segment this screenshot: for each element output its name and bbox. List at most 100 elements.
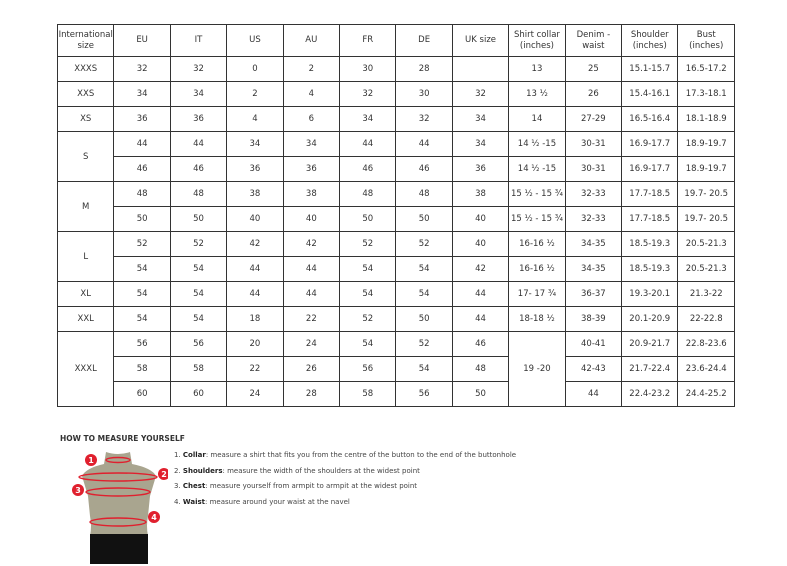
table-cell: 32-33	[564, 206, 623, 232]
table-cell: 13 ½	[508, 81, 566, 107]
table-cell: 20.5-21.3	[677, 231, 735, 257]
table-row: XXXS 32 32 0 2 30 28 13 25 15.1-15.7 16.5-17.2	[56, 56, 735, 82]
step-text: : measure the width of the shoulders at …	[222, 466, 420, 475]
table-cell: 40	[451, 231, 510, 257]
table-cell: 48	[395, 181, 453, 207]
table-cell: 54	[113, 281, 171, 307]
table-cell: 34	[451, 106, 510, 132]
header-row: International size EU IT US AU FR DE UK size Shi…	[56, 24, 735, 57]
table-cell: 4	[226, 106, 284, 132]
table-cell: 48	[451, 356, 510, 382]
table-cell: 4	[282, 81, 341, 107]
table-cell: 19.7- 20.5	[677, 181, 735, 207]
table-cell: 40	[226, 206, 284, 232]
table-cell: 52	[339, 231, 397, 257]
table-cell: 14 ½ -15	[508, 156, 566, 182]
table-cell: 26	[282, 356, 341, 382]
table-cell: 46	[113, 156, 171, 182]
table-row: M 48 48 38 38 48 48 38 15 ½ - 15 ¾ 32-33 17.7-18.5…	[56, 181, 735, 232]
table-cell: 21.3-22	[677, 281, 735, 307]
table-cell: 54	[395, 356, 453, 382]
table-cell: 22	[282, 306, 341, 332]
table-cell: 24.4-25.2	[677, 381, 735, 407]
table-cell: 44	[226, 256, 284, 282]
column-header: UK size	[451, 24, 510, 57]
table-cell: 44	[169, 131, 228, 157]
table-cell: 42	[451, 256, 510, 282]
table-cell: 32	[451, 81, 510, 107]
table-cell: 14 ½ -15	[508, 131, 566, 157]
table-cell	[451, 56, 510, 82]
step-num: 2.	[174, 466, 181, 475]
table-cell: 36-37	[564, 281, 623, 307]
column-header: US	[226, 24, 284, 57]
table-cell: 44	[451, 281, 510, 307]
table-cell: 52	[395, 231, 453, 257]
table-cell: 19.3-20.1	[621, 281, 679, 307]
table-cell: 38	[226, 181, 284, 207]
table-cell: 20.5-21.3	[677, 256, 735, 282]
table-cell: 15 ½ - 15 ¾	[508, 181, 566, 207]
table-cell: 30-31	[564, 131, 623, 157]
table-cell: 36	[169, 106, 228, 132]
table-cell: 44	[451, 306, 510, 332]
table-cell: 40-41	[564, 331, 623, 357]
table-cell: 32	[395, 106, 453, 132]
table-cell: 58	[339, 381, 397, 407]
table-cell: 54	[339, 281, 397, 307]
table-cell: 56	[113, 331, 171, 357]
step-text: : measure around your waist at the navel	[205, 497, 350, 506]
torso-measurement-illustration: 1 2 3 4	[72, 452, 168, 564]
column-header: Denim - waist	[564, 24, 623, 57]
step-chest: 3. Chest: measure yourself from armpit t…	[174, 482, 516, 498]
table-cell: 54	[395, 256, 453, 282]
table-cell: 50	[395, 206, 453, 232]
table-row: XXXL 56 56 20 24 54 52 46 19 -20 40-41 20.9-21.7 22…	[56, 331, 735, 407]
table-cell: 50	[169, 206, 228, 232]
marker-2-label: 2	[161, 470, 167, 479]
table-cell: 17.7-18.5	[621, 181, 679, 207]
table-row: XXS 34 34 2 4 32 30 32 13 ½ 26 15.4-16.1 17.3-18.1	[56, 81, 735, 107]
table-cell: 24	[282, 331, 341, 357]
table-cell: 36	[226, 156, 284, 182]
step-term: Chest	[182, 482, 206, 490]
table-cell: 54	[113, 256, 171, 282]
column-header: FR	[339, 24, 397, 57]
measure-steps: 1. Collar: measure a shirt that fits you…	[174, 451, 516, 513]
table-cell: 34	[169, 81, 228, 107]
table-cell: 32	[169, 56, 228, 82]
step-term: Shoulders	[182, 466, 223, 475]
table-cell: 25	[564, 56, 623, 82]
table-cell: 46	[169, 156, 228, 182]
table-cell: 50	[451, 381, 510, 407]
marker-4-icon	[148, 511, 160, 523]
step-term: Waist	[182, 497, 206, 506]
table-cell: 54	[169, 281, 228, 307]
table-cell: 32	[113, 56, 171, 82]
table-cell: 18.5-19.3	[621, 256, 679, 282]
table-cell: 36	[113, 106, 171, 132]
table-cell: 16-16 ½	[508, 231, 566, 257]
step-text: : measure yourself from armpit to armpit…	[205, 482, 418, 490]
table-cell: 50	[113, 206, 171, 232]
table-cell: 38	[282, 181, 341, 207]
table-cell: 2	[282, 56, 341, 82]
column-header: Bust (inches)	[677, 24, 735, 57]
table-cell: 44	[282, 256, 341, 282]
table-cell: 22-22.8	[677, 306, 735, 332]
table-cell: 44	[113, 131, 171, 157]
table-cell: 56	[339, 356, 397, 382]
table-cell: 48	[339, 181, 397, 207]
table-cell: 34-35	[564, 231, 623, 257]
table-cell: 20.9-21.7	[621, 331, 679, 357]
table-cell: 16.5-17.2	[677, 56, 735, 82]
column-header: International size	[56, 24, 115, 57]
table-cell: 52	[395, 331, 453, 357]
table-cell: 46	[339, 156, 397, 182]
table-cell: 28	[282, 381, 341, 407]
table-cell: 54	[395, 281, 453, 307]
table-cell: 34	[113, 81, 171, 107]
table-cell: 58	[169, 356, 228, 382]
table-cell: 16.5-16.4	[621, 106, 679, 132]
step-num: 1.	[174, 451, 181, 459]
